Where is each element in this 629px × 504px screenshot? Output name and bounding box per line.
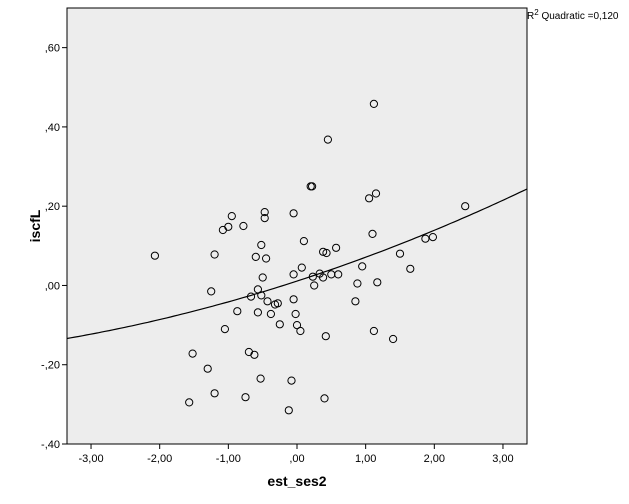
data-point: [299, 237, 308, 246]
data-point: [310, 281, 319, 290]
y-tick-label: ,20: [45, 201, 60, 213]
data-point: [220, 325, 229, 334]
x-tick-label: ,00: [289, 453, 304, 465]
data-point: [292, 321, 302, 330]
data-point: [308, 182, 317, 191]
data-point: [365, 194, 374, 203]
fit-line-label: R2 Quadratic =0,120: [527, 8, 619, 22]
data-point: [369, 326, 378, 336]
data-point: [319, 247, 328, 256]
data-point: [421, 234, 430, 243]
data-point: [239, 221, 248, 231]
data-point: [461, 202, 470, 211]
x-tick-label: 2,00: [424, 453, 445, 465]
data-point: [428, 233, 437, 242]
data-point: [150, 251, 159, 260]
data-point: [308, 272, 317, 281]
data-point: [395, 249, 405, 258]
data-point: [185, 398, 194, 407]
y-axis: -,40 -,20 ,00 ,20 ,40 ,60: [41, 43, 67, 451]
data-point: [188, 349, 197, 358]
data-point: [203, 364, 212, 373]
data-point: [332, 243, 341, 252]
data-point: [253, 308, 262, 317]
data-point: [251, 252, 260, 261]
x-tick-label: -1,00: [216, 453, 241, 465]
x-tick-label: 1,00: [355, 453, 376, 465]
data-point: [250, 350, 259, 359]
data-point: [320, 394, 329, 403]
data-point: [323, 135, 332, 144]
y-tick-label: ,60: [45, 43, 60, 55]
data-point: [319, 273, 328, 282]
data-point: [351, 297, 360, 306]
data-point: [373, 278, 382, 287]
data-point: [273, 299, 282, 308]
data-point: [257, 291, 266, 300]
x-axis: -3,00 -2,00 -1,00 ,00 1,00 2,00 3,00: [78, 444, 514, 465]
x-tick-label: -2,00: [147, 453, 172, 465]
plot-area-background: [66, 7, 528, 445]
x-tick-label: -3,00: [78, 453, 103, 465]
data-point: [289, 209, 298, 218]
data-point: [406, 264, 415, 273]
y-tick-label: -,40: [41, 439, 60, 451]
data-point: [369, 99, 378, 109]
data-points: [150, 99, 470, 415]
y-tick-label: -,20: [41, 360, 60, 372]
y-tick-label: ,00: [45, 280, 60, 292]
data-point: [358, 262, 367, 271]
data-point: [266, 309, 275, 319]
data-point: [227, 212, 236, 221]
data-point: [256, 374, 265, 383]
data-point: [275, 320, 284, 329]
data-point: [334, 270, 343, 279]
y-axis-title: iscfL: [27, 209, 43, 242]
x-axis-title: est_ses2: [267, 473, 326, 489]
data-point: [253, 285, 262, 294]
data-point: [291, 309, 300, 319]
data-point: [389, 334, 398, 344]
y-tick-label: ,40: [45, 122, 60, 134]
quadratic-fit-line: [66, 188, 528, 340]
data-point: [289, 270, 298, 279]
data-point: [241, 393, 250, 402]
x-tick-label: 3,00: [492, 453, 513, 465]
data-point: [260, 214, 269, 223]
data-point: [258, 273, 267, 282]
data-point: [322, 248, 331, 258]
data-point: [353, 279, 362, 288]
data-point: [297, 263, 306, 272]
data-point: [207, 287, 216, 296]
data-point: [296, 326, 305, 336]
data-point: [210, 250, 219, 259]
data-point: [257, 240, 266, 250]
data-point: [371, 189, 381, 198]
data-point: [321, 332, 330, 341]
data-point: [260, 208, 269, 217]
data-point: [289, 295, 298, 304]
data-point: [263, 297, 272, 306]
data-point: [246, 292, 256, 301]
data-point: [262, 254, 271, 263]
data-point: [224, 222, 233, 231]
data-point: [287, 376, 296, 385]
data-point: [284, 406, 293, 415]
data-point: [368, 229, 377, 238]
data-point: [210, 389, 219, 398]
data-point: [233, 307, 242, 316]
